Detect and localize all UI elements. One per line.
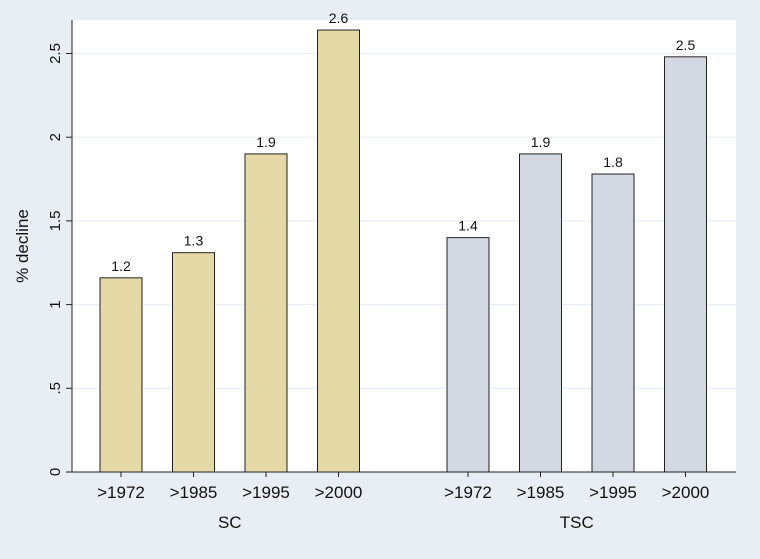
bar (99, 277, 143, 473)
x-tick-label: >1972 (97, 483, 145, 502)
x-tick-label: >1985 (517, 483, 565, 502)
data-label: 1.2 (111, 258, 131, 274)
y-tick-label: 2.5 (47, 43, 64, 64)
data-label: 1.3 (184, 233, 204, 249)
y-tick-label: 0 (47, 468, 64, 476)
bar (446, 237, 490, 473)
x-tick-label: >2000 (315, 483, 363, 502)
data-label: 2.6 (329, 10, 349, 26)
bar (519, 153, 562, 473)
data-label: 2.5 (676, 37, 696, 53)
x-tick-label: >2000 (662, 483, 710, 502)
data-label: 1.4 (458, 218, 478, 234)
plot-area (72, 20, 736, 472)
x-tick-label: >1995 (242, 483, 290, 502)
y-tick-label: 1 (47, 300, 64, 308)
data-label: 1.8 (603, 154, 623, 170)
bar (591, 173, 635, 473)
bar (244, 153, 288, 473)
y-tick-label: 2 (47, 133, 64, 141)
x-tick-label: >1985 (170, 483, 218, 502)
x-tick-label: >1995 (589, 483, 637, 502)
labels: 0 .5 1 1.5 2 2.5 1.2 >1972 1.3 >1985 1.9 >1995 2.6 >2… (47, 10, 709, 532)
bar (664, 56, 707, 473)
y-axis-title: % decline (13, 209, 32, 283)
data-label: 1.9 (531, 134, 551, 150)
bar (317, 29, 360, 473)
x-tick-label: >1972 (444, 483, 492, 502)
group-label: SC (218, 513, 242, 532)
group-label: TSC (560, 513, 594, 532)
bar (172, 252, 215, 473)
y-tick-label: .5 (47, 382, 64, 395)
data-label: 1.9 (256, 134, 276, 150)
y-tick-label: 1.5 (47, 210, 64, 231)
bars (99, 29, 707, 473)
